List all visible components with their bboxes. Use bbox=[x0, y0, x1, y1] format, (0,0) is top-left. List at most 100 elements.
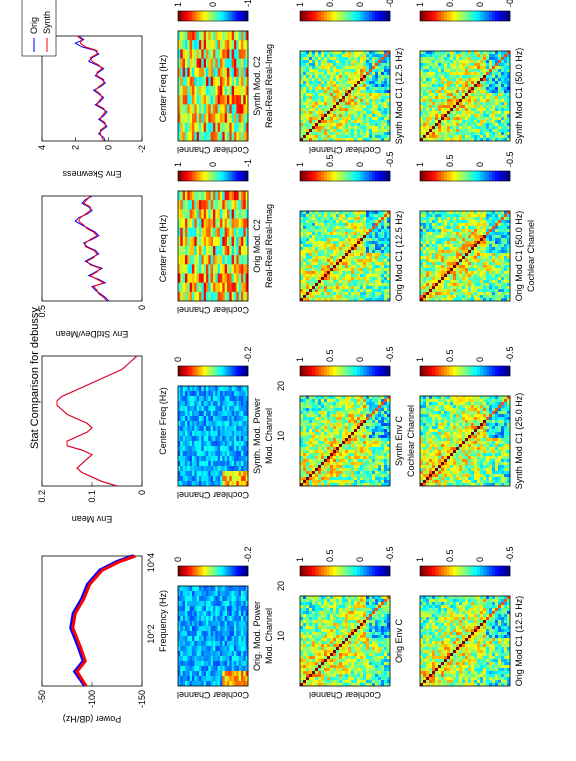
heatmap-cell bbox=[197, 113, 200, 122]
heatmap-cell bbox=[357, 459, 360, 462]
colorbar-segment bbox=[333, 171, 336, 181]
colorbar-segment bbox=[227, 11, 230, 21]
heatmap-cell bbox=[309, 223, 312, 226]
heatmap-cell bbox=[241, 104, 244, 113]
heatmap-cell bbox=[378, 674, 381, 677]
heatmap-cell bbox=[185, 209, 188, 218]
heatmap-cell bbox=[366, 665, 369, 668]
heatmap-x-tick: 20 bbox=[276, 581, 286, 591]
heatmap-cell bbox=[348, 617, 351, 620]
heatmap-cell bbox=[375, 477, 378, 480]
heatmap-cell bbox=[321, 638, 324, 641]
heatmap-cell bbox=[321, 641, 324, 644]
heatmap-cell bbox=[183, 586, 186, 591]
heatmap-cell bbox=[309, 298, 312, 301]
heatmap-cell bbox=[354, 620, 357, 623]
heatmap-cell bbox=[366, 468, 369, 471]
heatmap-cell bbox=[220, 200, 223, 209]
heatmap-cell bbox=[192, 416, 195, 421]
heatmap-cell bbox=[381, 617, 384, 620]
heatmap-cell bbox=[384, 292, 387, 295]
heatmap-cell bbox=[354, 465, 357, 468]
heatmap-cell bbox=[318, 417, 321, 420]
heatmap-cell bbox=[201, 586, 204, 591]
heatmap-cell bbox=[309, 629, 312, 632]
heatmap-cell bbox=[185, 67, 188, 76]
heatmap-cell bbox=[239, 86, 242, 95]
heatmap-cell bbox=[232, 416, 235, 421]
heatmap-cell bbox=[330, 283, 333, 286]
heatmap-cell bbox=[243, 209, 246, 218]
heatmap-cell bbox=[384, 602, 387, 605]
heatmap-cell bbox=[378, 289, 381, 292]
heatmap-cell bbox=[215, 58, 218, 67]
heatmap-cell bbox=[348, 480, 351, 483]
heatmap-cell bbox=[378, 286, 381, 289]
heatmap-cell bbox=[197, 466, 200, 471]
heatmap-cell bbox=[348, 289, 351, 292]
heatmap-cell bbox=[309, 435, 312, 438]
colorbar-segment bbox=[378, 171, 381, 181]
heatmap-cell bbox=[208, 396, 211, 401]
heatmap-cell bbox=[227, 237, 230, 246]
heatmap-cell bbox=[351, 277, 354, 280]
heatmap-cell bbox=[354, 399, 357, 402]
heatmap-cell bbox=[360, 608, 363, 611]
heatmap-cell bbox=[229, 77, 232, 86]
heatmap-cell bbox=[180, 122, 183, 131]
heatmap-cell bbox=[312, 274, 315, 277]
heatmap-cell bbox=[236, 611, 239, 616]
heatmap-cell bbox=[194, 631, 197, 636]
heatmap-cell bbox=[206, 292, 209, 301]
heatmap-cell bbox=[333, 674, 336, 677]
heatmap-cell bbox=[345, 474, 348, 477]
heatmap-cell bbox=[363, 277, 366, 280]
heatmap-cell bbox=[222, 113, 225, 122]
heatmap-cell bbox=[384, 650, 387, 653]
heatmap-cell bbox=[348, 659, 351, 662]
heatmap-cell bbox=[215, 661, 218, 666]
heatmap-cell bbox=[309, 232, 312, 235]
heatmap-cell bbox=[360, 480, 363, 483]
heatmap-cell bbox=[211, 591, 214, 596]
heatmap-cell bbox=[239, 666, 242, 671]
heatmap-cell bbox=[378, 608, 381, 611]
heatmap-cell bbox=[312, 429, 315, 432]
heatmap-cell bbox=[234, 586, 237, 591]
heatmap-cell bbox=[213, 446, 216, 451]
heatmap-cell bbox=[348, 602, 351, 605]
heatmap-cell bbox=[384, 623, 387, 626]
heatmap-cell bbox=[303, 238, 306, 241]
heatmap-cell bbox=[241, 476, 244, 481]
heatmap-cell bbox=[366, 638, 369, 641]
heatmap-cell bbox=[192, 461, 195, 466]
colorbar-segment bbox=[208, 11, 211, 21]
heatmap-cell bbox=[180, 636, 183, 641]
heatmap-cell bbox=[327, 468, 330, 471]
heatmap-cell bbox=[354, 253, 357, 256]
heatmap-cell bbox=[227, 273, 230, 282]
heatmap-cell bbox=[211, 631, 214, 636]
heatmap-cell bbox=[197, 601, 200, 606]
heatmap-cell bbox=[236, 651, 239, 656]
heatmap-cell bbox=[206, 676, 209, 681]
heatmap-cell bbox=[315, 298, 318, 301]
heatmap-cell bbox=[220, 656, 223, 661]
heatmap-cell bbox=[190, 431, 193, 436]
heatmap-cell bbox=[208, 671, 211, 676]
colorbar-tick: 0 bbox=[355, 357, 365, 362]
heatmap-cell bbox=[315, 268, 318, 271]
heatmap-cell bbox=[354, 635, 357, 638]
heatmap-cell bbox=[351, 259, 354, 262]
heatmap-cell bbox=[375, 250, 378, 253]
heatmap-cell bbox=[375, 444, 378, 447]
heatmap-cell bbox=[372, 274, 375, 277]
colorbar-segment bbox=[241, 566, 244, 576]
heatmap-cell bbox=[357, 614, 360, 617]
heatmap-cell bbox=[187, 58, 190, 67]
heatmap-cell bbox=[236, 396, 239, 401]
heatmap-cell bbox=[348, 620, 351, 623]
heatmap-cell bbox=[333, 420, 336, 423]
heatmap-cell bbox=[309, 286, 312, 289]
heatmap-cell bbox=[357, 217, 360, 220]
